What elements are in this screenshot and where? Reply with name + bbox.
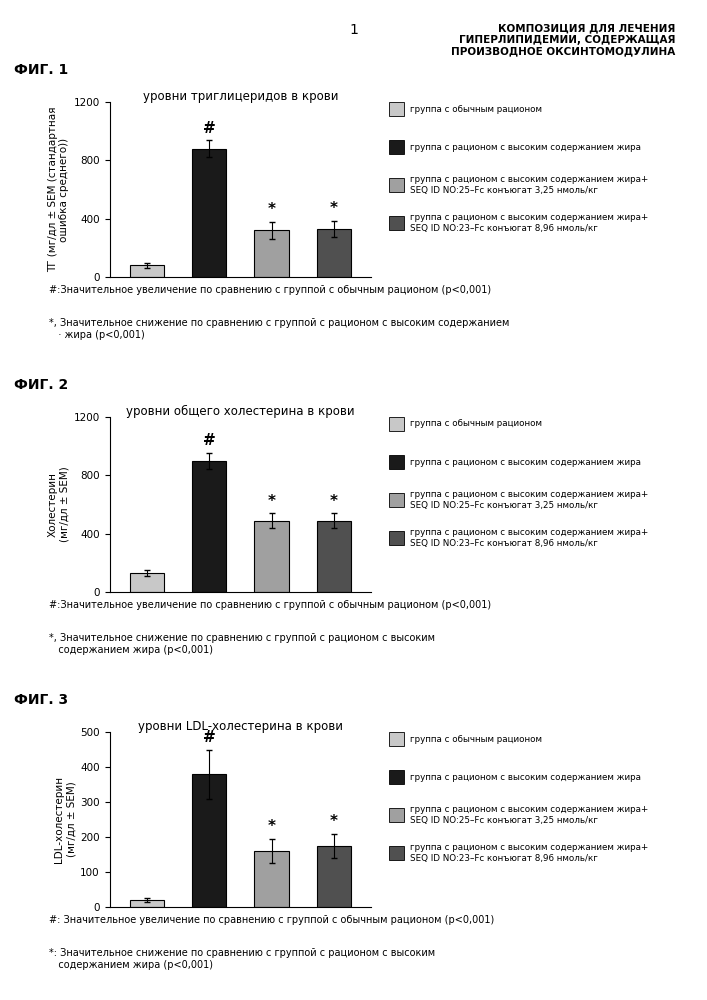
Bar xyxy=(192,461,226,592)
Text: группа с рационом с высоким содержанием жира: группа с рационом с высоким содержанием … xyxy=(410,143,641,152)
Text: группа с рационом с высоким содержанием жира+
SEQ ID NO:25–Fc конъюгат 3,25 нмол: группа с рационом с высоким содержанием … xyxy=(410,490,648,510)
Text: #: # xyxy=(203,121,216,136)
Text: *: * xyxy=(329,201,338,216)
Text: #: Значительное увеличение по сравнению с группой с обычным рационом (p<0,001): #: Значительное увеличение по сравнению … xyxy=(49,915,495,925)
Bar xyxy=(130,265,164,277)
Text: группа с рационом с высоким содержанием жира+
SEQ ID NO:25–Fc конъюгат 3,25 нмол: группа с рационом с высоким содержанием … xyxy=(410,805,648,825)
Text: ФИГ. 2: ФИГ. 2 xyxy=(14,378,69,392)
Text: *: * xyxy=(329,814,338,829)
Text: уровни LDL-холестерина в крови: уровни LDL-холестерина в крови xyxy=(138,720,343,733)
Text: *, Значительное снижение по сравнению с группой с рационом с высоким содержанием: *, Значительное снижение по сравнению с … xyxy=(49,318,510,340)
Text: #: # xyxy=(203,730,216,745)
Text: *, Значительное снижение по сравнению с группой с рационом с высоким
   содержан: *, Значительное снижение по сравнению с … xyxy=(49,633,436,655)
Text: ФИГ. 1: ФИГ. 1 xyxy=(14,63,69,77)
Text: группа с рационом с высоким содержанием жира+
SEQ ID NO:23–Fc конъюгат 8,96 нмол: группа с рационом с высоким содержанием … xyxy=(410,213,648,233)
Text: группа с рационом с высоким содержанием жира+
SEQ ID NO:25–Fc конъюгат 3,25 нмол: группа с рационом с высоким содержанием … xyxy=(410,175,648,195)
Text: #:Значительное увеличение по сравнению с группой с обычным рационом (p<0,001): #:Значительное увеличение по сравнению с… xyxy=(49,285,491,295)
Text: #:Значительное увеличение по сравнению с группой с обычным рационом (p<0,001): #:Значительное увеличение по сравнению с… xyxy=(49,600,491,610)
Text: *: * xyxy=(267,494,276,509)
Y-axis label: Холестерин
(мг/дл ± SEM): Холестерин (мг/дл ± SEM) xyxy=(48,467,69,542)
Bar xyxy=(317,846,351,907)
Bar xyxy=(255,521,288,592)
Bar xyxy=(255,230,288,277)
Text: группа с обычным рационом: группа с обычным рационом xyxy=(410,734,542,744)
Text: 1: 1 xyxy=(349,23,358,37)
Text: группа с обычным рационом: группа с обычным рационом xyxy=(410,105,542,114)
Text: группа с обычным рационом: группа с обычным рационом xyxy=(410,420,542,428)
Text: *: * xyxy=(267,202,276,217)
Text: уровни триглицеридов в крови: уровни триглицеридов в крови xyxy=(143,90,338,103)
Text: группа с рационом с высоким содержанием жира+
SEQ ID NO:23–Fc конъюгат 8,96 нмол: группа с рационом с высоким содержанием … xyxy=(410,528,648,548)
Bar xyxy=(255,851,288,907)
Bar xyxy=(317,521,351,592)
Text: #: # xyxy=(203,433,216,448)
Text: уровни общего холестерина в крови: уровни общего холестерина в крови xyxy=(126,405,355,418)
Text: *: Значительное снижение по сравнению с группой с рационом с высоким
   содержан: *: Значительное снижение по сравнению с … xyxy=(49,948,436,970)
Y-axis label: LDL-холестерин
(мг/дл ± SEM): LDL-холестерин (мг/дл ± SEM) xyxy=(54,776,76,863)
Text: *: * xyxy=(329,494,338,509)
Text: группа с рационом с высоким содержанием жира+
SEQ ID NO:23–Fc конъюгат 8,96 нмол: группа с рационом с высоким содержанием … xyxy=(410,843,648,863)
Bar xyxy=(317,229,351,277)
Bar xyxy=(192,774,226,907)
Text: группа с рационом с высоким содержанием жира: группа с рационом с высоким содержанием … xyxy=(410,773,641,782)
Bar xyxy=(130,900,164,907)
Bar xyxy=(130,573,164,592)
Bar xyxy=(192,149,226,277)
Text: КОМПОЗИЦИЯ ДЛЯ ЛЕЧЕНИЯ
ГИПЕРЛИПИДЕМИИ, СОДЕРЖАЩАЯ
ПРОИЗВОДНОЕ ОКСИНТОМОДУЛИНА: КОМПОЗИЦИЯ ДЛЯ ЛЕЧЕНИЯ ГИПЕРЛИПИДЕМИИ, С… xyxy=(451,23,675,56)
Y-axis label: ТГ (мг/дл ± SEM (стандартная
ошибка среднего)): ТГ (мг/дл ± SEM (стандартная ошибка сред… xyxy=(48,107,69,272)
Text: ФИГ. 3: ФИГ. 3 xyxy=(14,693,69,707)
Text: *: * xyxy=(267,819,276,834)
Text: группа с рационом с высоким содержанием жира: группа с рационом с высоким содержанием … xyxy=(410,458,641,467)
